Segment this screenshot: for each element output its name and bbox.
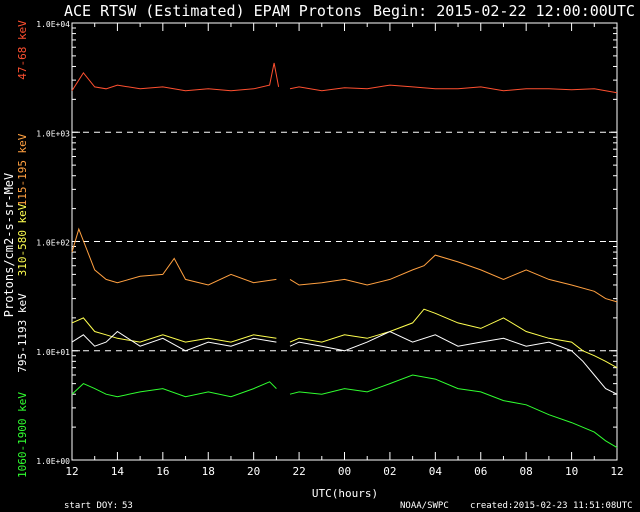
grid-lines <box>72 131 617 352</box>
series-label: 310-580 keV <box>16 203 29 276</box>
series-label: 115-195 keV <box>16 133 29 206</box>
x-tick-label: 08 <box>520 465 533 478</box>
series-line <box>289 84 618 94</box>
y-tick-label: 1.0E+04 <box>36 20 70 29</box>
series-label: 1060-1900 keV <box>16 392 29 478</box>
series-label: 795-1193 keV <box>16 293 29 373</box>
y-axis-ticks: 1.0E+00 1.0E+01 1.0E+02 1.0E+03 1.0E+04 <box>36 20 617 466</box>
series-line <box>71 62 280 92</box>
y-axis-label: Protons/cm2-s-sr-MeV <box>2 173 16 318</box>
series-lines <box>71 62 618 449</box>
series-line <box>289 330 618 395</box>
begin-time: Begin: 2015-02-22 12:00:00UTC <box>373 2 635 20</box>
x-tick-label: 12 <box>65 465 78 478</box>
x-axis-ticks: 12 14 16 18 20 22 00 02 04 06 08 10 12 <box>65 23 624 478</box>
credit: NOAA/SWPC <box>400 501 449 511</box>
x-tick-label: 10 <box>565 465 578 478</box>
y-tick-label: 1.0E+03 <box>36 129 70 138</box>
y-tick-label: 1.0E+01 <box>36 348 70 357</box>
chart-title: ACE RTSW (Estimated) EPAM Protons <box>64 2 362 20</box>
series-label: 47-68 keV <box>16 20 29 80</box>
series-line <box>71 317 277 343</box>
created-time: created:2015-02-23 11:51:08UTC <box>470 501 633 511</box>
series-line <box>289 308 618 369</box>
x-tick-label: 04 <box>429 465 443 478</box>
x-tick-label: 14 <box>111 465 125 478</box>
x-tick-label: 12 <box>610 465 623 478</box>
x-tick-label: 22 <box>292 465 305 478</box>
series-line <box>289 254 618 303</box>
x-tick-label: 18 <box>202 465 215 478</box>
start-doy-label: start DOY: <box>64 501 118 511</box>
y-tick-label: 1.0E+00 <box>36 457 70 466</box>
x-tick-label: 16 <box>156 465 169 478</box>
series-line <box>71 381 277 398</box>
start-doy-value: 53 <box>122 501 133 511</box>
y-tick-label: 1.0E+02 <box>36 239 70 248</box>
x-tick-label: 20 <box>247 465 260 478</box>
x-tick-label: 02 <box>383 465 396 478</box>
series-line <box>289 374 618 449</box>
series-line <box>71 227 277 286</box>
x-tick-label: 06 <box>474 465 487 478</box>
series-line <box>71 330 277 352</box>
x-axis-label: UTC(hours) <box>312 487 378 500</box>
x-tick-label: 00 <box>338 465 351 478</box>
